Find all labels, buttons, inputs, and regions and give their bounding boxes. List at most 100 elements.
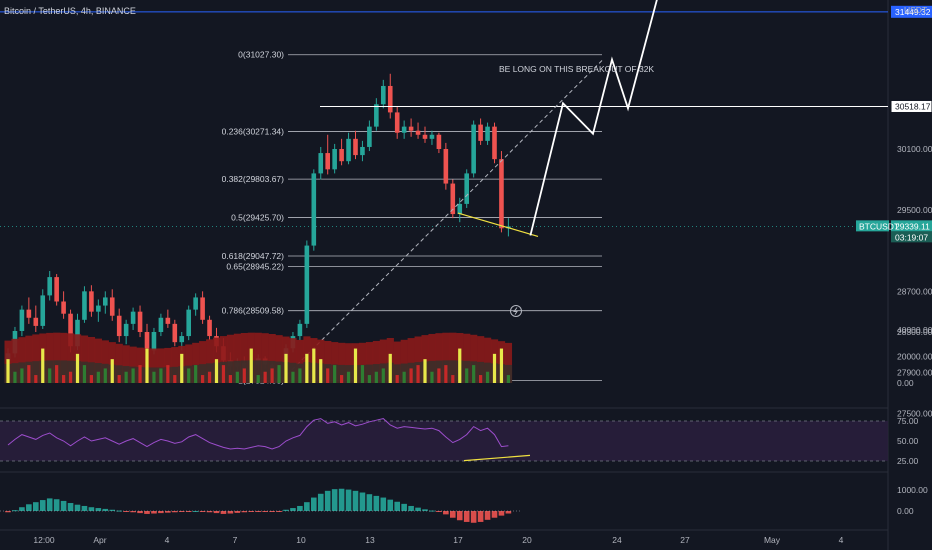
candle-body xyxy=(353,138,358,156)
volume-ma-band xyxy=(80,335,89,383)
drawings-layer[interactable] xyxy=(0,0,888,381)
volume-ma-band xyxy=(32,334,40,383)
chart-title: Bitcoin / TetherUS, 4h, BINANCE xyxy=(4,6,136,16)
rsi-band xyxy=(0,421,888,461)
volume-bar xyxy=(173,375,177,383)
macd-histogram-bar xyxy=(262,511,268,512)
rsi-trend-line xyxy=(463,454,531,462)
candle-body xyxy=(304,245,310,324)
macd-histogram-bar xyxy=(387,499,394,511)
volume-ma-band xyxy=(379,339,387,383)
fib-level-label: 0(31027.30) xyxy=(238,50,284,60)
volume-bar xyxy=(340,375,344,383)
volume-bar xyxy=(451,375,455,383)
candle-body xyxy=(116,315,122,337)
volume-ma-band xyxy=(32,361,40,383)
macd-histogram-bar xyxy=(380,497,387,511)
macd-histogram-bar xyxy=(297,505,303,511)
candle-body xyxy=(436,134,442,149)
candle-body xyxy=(82,291,87,320)
volume-ma-band xyxy=(25,335,33,383)
volume-bar xyxy=(187,368,191,383)
macd-histogram-bar xyxy=(505,511,512,514)
volume-ma-band xyxy=(171,347,179,383)
price-axis-tick: 28700.00 xyxy=(897,286,932,296)
annotation-text[interactable]: BE LONG ON THIS BREAKOUT OF 32K xyxy=(499,64,654,74)
volume-ma-band xyxy=(400,339,408,383)
candle-body xyxy=(492,126,497,160)
price-axis-tick: 27900.00 xyxy=(897,368,932,378)
candle-body xyxy=(193,297,198,310)
volume-ma-band xyxy=(372,340,380,383)
volume-ma-band xyxy=(463,333,471,383)
volume-ma-band xyxy=(275,335,283,383)
volume-ma-band xyxy=(428,333,436,383)
candle-body xyxy=(311,173,317,246)
fib-level-label: 0.5(29425.70) xyxy=(231,213,284,223)
volume-bar xyxy=(41,348,45,383)
candle-body xyxy=(207,319,212,337)
price-tag xyxy=(891,5,932,18)
volume-ma-band xyxy=(192,342,200,383)
volume-ma-band xyxy=(115,343,123,383)
volume-bar xyxy=(284,353,288,383)
volume-ma-band xyxy=(46,332,54,383)
volume-ma-band xyxy=(393,364,401,383)
macd-histogram-bar xyxy=(283,509,289,511)
volume-bar xyxy=(152,371,156,383)
macd-histogram-bar xyxy=(491,511,498,518)
macd-histogram-bar xyxy=(408,505,414,511)
macd-histogram-bar xyxy=(241,511,248,513)
macd-histogram-bar xyxy=(46,498,53,511)
candle-body xyxy=(47,277,52,296)
last-price-value: 29339.11 xyxy=(895,221,930,231)
volume-ma-band xyxy=(219,336,228,383)
volume-ma-band xyxy=(67,333,75,383)
volume-bar xyxy=(506,375,510,383)
macd-histogram-bar xyxy=(394,501,400,511)
volume-axis-tick: 20000.00 xyxy=(897,352,932,362)
time-axis-tick: 17 xyxy=(453,535,463,545)
macd-histogram-bar xyxy=(116,510,122,512)
macd-histogram-bar xyxy=(450,511,456,518)
candle-body xyxy=(485,126,490,141)
volume-ma-band xyxy=(484,337,492,383)
volume-bar xyxy=(381,368,385,383)
candle-body xyxy=(33,317,39,326)
volume-ma-band xyxy=(504,342,513,383)
macd-histogram-bar xyxy=(172,511,178,513)
volume-bar xyxy=(479,375,483,383)
time-axis-tick: 4 xyxy=(839,535,844,545)
macd-histogram-bar xyxy=(95,508,102,511)
volume-bar xyxy=(305,353,309,383)
volume-bar xyxy=(62,375,66,383)
volume-ma-band xyxy=(157,348,165,383)
price-axis-tick: 28300.00 xyxy=(897,327,932,337)
volume-bar xyxy=(201,375,205,383)
fib-level-label: 0.65(28945.22) xyxy=(226,261,284,271)
volume-ma-band xyxy=(129,346,137,383)
volume-bar xyxy=(27,365,31,383)
volume-ma-band xyxy=(324,340,332,383)
price-axis-tick: 27500.00 xyxy=(897,408,932,418)
volume-ma-band xyxy=(101,340,109,383)
macd-histogram-bar xyxy=(484,511,491,520)
volume-bar xyxy=(194,365,198,383)
replay-icon[interactable] xyxy=(510,305,522,317)
macd-histogram-bar xyxy=(74,504,81,511)
macd-histogram-bar xyxy=(130,511,136,513)
macd-histogram-bar xyxy=(5,511,11,513)
macd-histogram-bar xyxy=(60,500,67,511)
volume-ma-band xyxy=(115,365,123,383)
macd-histogram-bar xyxy=(102,508,109,511)
volume-ma-band xyxy=(268,333,276,383)
candle-body xyxy=(415,130,421,135)
volume-bar xyxy=(485,371,490,383)
volume-axis-tick: 40000.00 xyxy=(897,325,932,335)
macd-histogram-bar xyxy=(401,503,407,511)
volume-ma-band xyxy=(358,342,367,383)
candle-body xyxy=(346,138,351,162)
macd-histogram-bar xyxy=(463,511,470,522)
candle-body xyxy=(151,332,157,351)
